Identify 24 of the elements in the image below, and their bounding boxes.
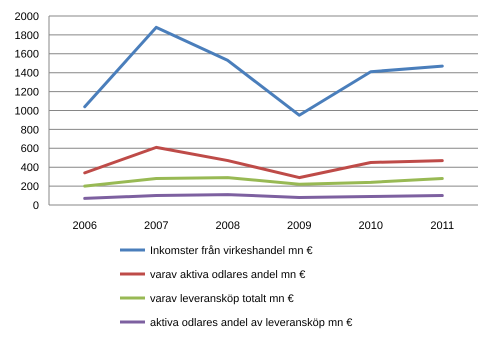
y-tick-label: 1400 [14, 68, 39, 80]
legend-label: aktiva odlares andel av leveransköp mn € [150, 316, 352, 329]
y-tick-label: 400 [20, 162, 39, 174]
y-tick-label: 1800 [14, 30, 39, 42]
y-tick-label: 800 [20, 124, 39, 136]
y-tick-label: 1200 [14, 86, 39, 98]
x-tick-label: 2011 [430, 220, 454, 232]
x-tick-label: 2008 [216, 220, 240, 232]
y-tick-label: 1000 [14, 105, 39, 118]
y-tick-label: 0 [32, 200, 39, 212]
y-tick-label: 600 [20, 143, 39, 156]
legend-label: varav aktiva odlares andel mn € [150, 268, 306, 281]
x-tick-label: 2009 [287, 220, 312, 232]
x-tick-label: 2010 [358, 220, 383, 232]
legend-label: varav leveransköp totalt mn € [150, 292, 294, 305]
x-tick-label: 2006 [72, 220, 97, 232]
y-tick-label: 1600 [14, 48, 39, 61]
line-series [83, 146, 444, 180]
legend-label: Inkomster från virkeshandel mn € [150, 244, 313, 257]
line-series [83, 176, 444, 188]
y-tick-label: 2000 [14, 10, 39, 23]
y-tick-label: 200 [20, 180, 39, 193]
line-series [83, 26, 444, 117]
x-tick-label: 2007 [144, 220, 168, 232]
